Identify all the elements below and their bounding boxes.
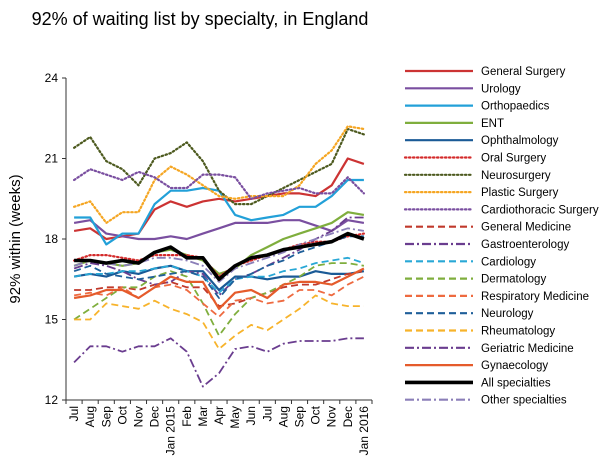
series-line-cardiothoracic-surgery xyxy=(72,168,365,200)
x-tick-label: May xyxy=(228,406,242,429)
x-tick-label: Mar xyxy=(196,406,210,427)
series-line-ent xyxy=(73,211,365,275)
x-tick-label: Sep xyxy=(99,406,113,428)
y-tick-label: 18 xyxy=(45,232,59,246)
x-tick-label: Sep xyxy=(293,406,307,428)
legend-label: Cardiothoracic Surgery xyxy=(481,204,599,216)
series-line-all-specialties xyxy=(74,231,365,282)
legend-label: Gynaecology xyxy=(481,360,548,372)
x-tick-label: Aug xyxy=(83,406,97,427)
x-tick-label: Jun xyxy=(244,406,258,425)
x-tick-label: Jul xyxy=(67,406,81,421)
series-line-respiratory-medicine xyxy=(73,275,365,318)
legend-label: Plastic Surgery xyxy=(481,187,559,199)
x-tick-label: Dec xyxy=(148,406,162,427)
x-tick-label: Jan 2016 xyxy=(357,406,371,456)
legend-label: Rheumatology xyxy=(481,326,555,338)
x-tick-label: Jan 2015 xyxy=(164,406,178,456)
series-line-urology xyxy=(73,219,365,241)
legend-label: Neurosurgery xyxy=(481,170,551,182)
legend-label: General Medicine xyxy=(481,222,571,234)
legend-label: Other specialties xyxy=(481,395,567,407)
y-tick-label: 15 xyxy=(45,313,59,327)
y-axis-label: 92% within (weeks) xyxy=(7,174,24,303)
legend-label: Dermatology xyxy=(481,274,546,286)
y-tick-label: 21 xyxy=(45,152,59,166)
legend-label: General Surgery xyxy=(481,66,566,78)
x-tick-label: Aug xyxy=(276,406,290,427)
legend-label: Gastroenterology xyxy=(481,239,569,251)
series-lines xyxy=(72,125,365,388)
x-tick-label: Feb xyxy=(180,406,194,427)
y-tick-label: 12 xyxy=(45,393,59,407)
x-tick-label: Nov xyxy=(325,406,339,427)
legend-label: Neurology xyxy=(481,308,534,320)
legend-label: Ophthalmology xyxy=(481,135,559,147)
series-line-cardiology xyxy=(73,256,365,294)
x-tick-label: Oct xyxy=(309,405,323,424)
legend-label: Oral Surgery xyxy=(481,153,546,165)
series-line-neurology xyxy=(73,235,364,299)
series-line-plastic-surgery xyxy=(72,125,365,224)
series-line-rheumatology xyxy=(74,294,364,350)
y-tick-label: 24 xyxy=(45,71,59,85)
legend-label: Orthopaedics xyxy=(481,101,550,113)
chart-title: 92% of waiting list by specialty, in Eng… xyxy=(31,9,369,29)
legend-label: Cardiology xyxy=(481,256,536,268)
series-line-gynaecology xyxy=(73,267,365,310)
x-tick-label: Dec xyxy=(341,406,355,427)
x-tick-label: Oct xyxy=(115,405,129,424)
series-line-neurosurgery xyxy=(72,127,365,206)
y-axis-ticks: 12 15 18 21 24 xyxy=(45,71,66,407)
legend-label: Geriatric Medicine xyxy=(481,343,574,355)
legend-label: All specialties xyxy=(481,377,551,389)
x-tick-label: Nov xyxy=(131,406,145,427)
series-line-oral-surgery xyxy=(72,232,365,278)
x-tick-label: Apr xyxy=(212,406,226,425)
x-axis-ticks: Jul Aug Sep Oct Nov Dec Jan 2015 Feb Mar Apr May Ju… xyxy=(65,400,373,456)
legend-label: Respiratory Medicine xyxy=(481,291,589,303)
series-line-geriatric-medicine xyxy=(73,337,364,388)
legend-label: Urology xyxy=(481,83,521,95)
series-line-other-specialties xyxy=(73,227,365,283)
x-tick-label: Jul xyxy=(260,406,274,421)
legend: General Surgery Urology Orthopaedics ENT Oph… xyxy=(403,66,599,407)
legend-label: ENT xyxy=(481,118,504,130)
